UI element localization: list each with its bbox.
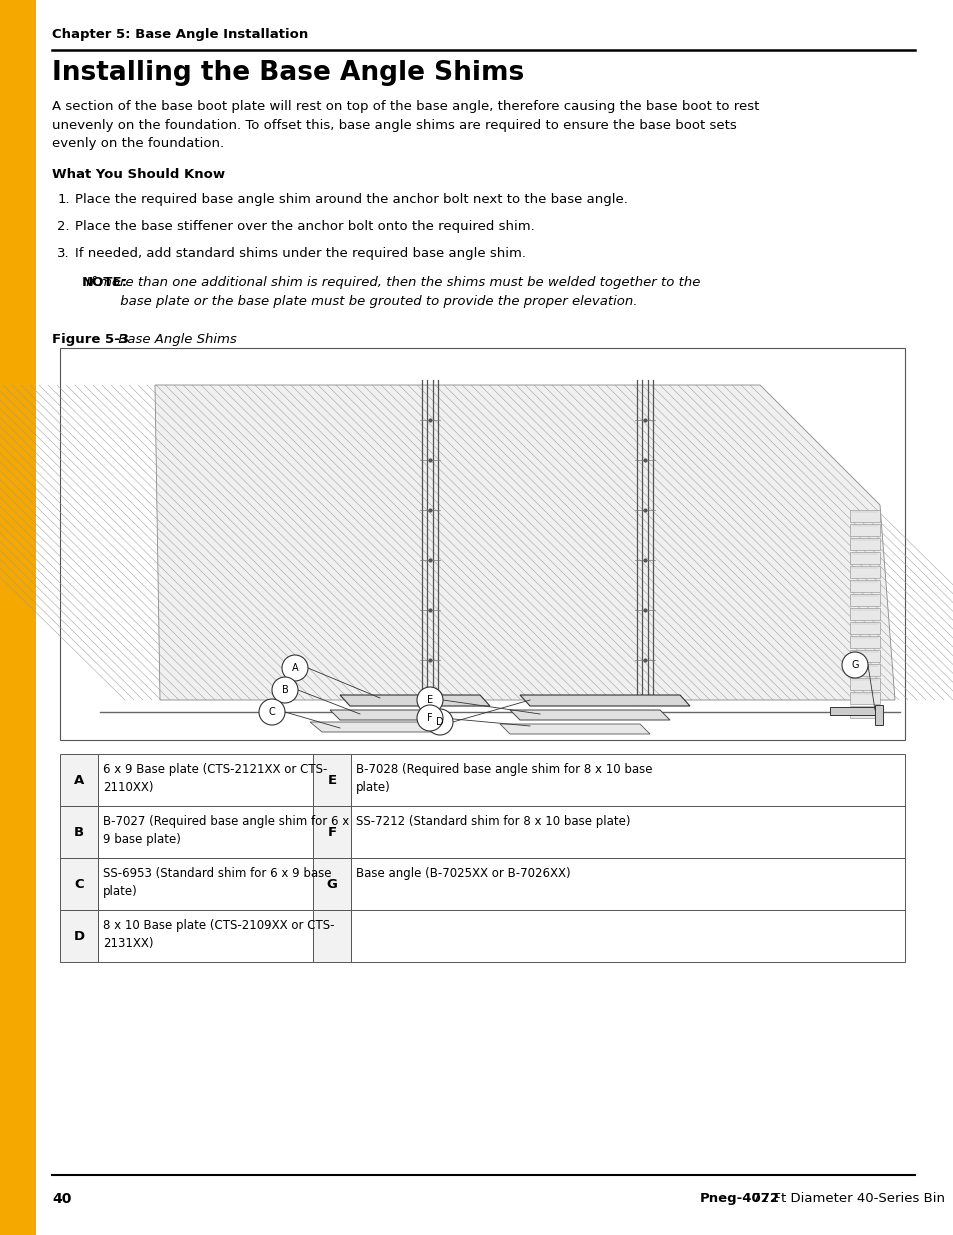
Text: 2.: 2. — [57, 220, 70, 233]
Bar — [849, 580, 879, 592]
Text: E: E — [427, 695, 433, 705]
Polygon shape — [330, 710, 450, 720]
Text: Chapter 5: Base Angle Installation: Chapter 5: Base Angle Installation — [52, 28, 308, 41]
Bar — [849, 510, 879, 522]
Bar — [849, 706, 879, 718]
Bar — [849, 622, 879, 634]
Text: If more than one additional shim is required, then the shims must be welded toge: If more than one additional shim is requ… — [82, 275, 700, 308]
Bar — [849, 608, 879, 620]
Bar — [0, 0, 36, 1235]
Polygon shape — [510, 710, 669, 720]
Bar — [351, 806, 904, 858]
Text: B: B — [74, 825, 84, 839]
Text: F: F — [327, 825, 336, 839]
Bar — [98, 755, 313, 806]
Text: D: D — [436, 718, 443, 727]
Bar — [849, 636, 879, 648]
Bar — [849, 552, 879, 564]
Text: A section of the base boot plate will rest on top of the base angle, therefore c: A section of the base boot plate will re… — [52, 100, 759, 149]
Text: A: A — [73, 773, 84, 787]
Text: SS-7212 (Standard shim for 8 x 10 base plate): SS-7212 (Standard shim for 8 x 10 base p… — [355, 815, 630, 827]
Text: 72 Ft Diameter 40-Series Bin: 72 Ft Diameter 40-Series Bin — [747, 1192, 944, 1205]
Bar — [313, 858, 351, 910]
Text: NOTE:: NOTE: — [82, 275, 128, 289]
Text: C: C — [269, 706, 275, 718]
Text: B-7028 (Required base angle shim for 8 x 10 base
plate): B-7028 (Required base angle shim for 8 x… — [355, 763, 652, 794]
Text: If needed, add standard shims under the required base angle shim.: If needed, add standard shims under the … — [75, 247, 525, 261]
Text: Place the base stiffener over the anchor bolt onto the required shim.: Place the base stiffener over the anchor… — [75, 220, 535, 233]
Bar — [60, 910, 98, 962]
Bar — [849, 538, 879, 550]
Bar — [60, 348, 904, 740]
Text: D: D — [73, 930, 85, 942]
Bar — [313, 806, 351, 858]
Text: SS-6953 (Standard shim for 6 x 9 base
plate): SS-6953 (Standard shim for 6 x 9 base pl… — [103, 867, 331, 898]
Circle shape — [258, 699, 285, 725]
Bar — [98, 806, 313, 858]
Text: G: G — [850, 659, 858, 671]
Bar — [98, 910, 313, 962]
Polygon shape — [339, 695, 490, 706]
Text: B: B — [281, 685, 288, 695]
Text: What You Should Know: What You Should Know — [52, 168, 225, 182]
Bar — [60, 755, 98, 806]
Bar — [98, 858, 313, 910]
Text: E: E — [327, 773, 336, 787]
Bar — [849, 524, 879, 536]
Bar — [849, 678, 879, 690]
Circle shape — [427, 709, 453, 735]
Text: Pneg-4072: Pneg-4072 — [700, 1192, 780, 1205]
Text: Figure 5-3: Figure 5-3 — [52, 333, 129, 346]
Text: 40: 40 — [52, 1192, 71, 1207]
Polygon shape — [154, 385, 894, 700]
Text: F: F — [427, 713, 433, 722]
Circle shape — [841, 652, 867, 678]
Text: 3.: 3. — [57, 247, 70, 261]
Text: Place the required base angle shim around the anchor bolt next to the base angle: Place the required base angle shim aroun… — [75, 193, 627, 206]
Text: Base angle (B-7025XX or B-7026XX): Base angle (B-7025XX or B-7026XX) — [355, 867, 570, 881]
Bar — [313, 910, 351, 962]
Bar — [849, 650, 879, 662]
Bar — [849, 664, 879, 676]
Text: B-7027 (Required base angle shim for 6 x
9 base plate): B-7027 (Required base angle shim for 6 x… — [103, 815, 349, 846]
Polygon shape — [519, 695, 689, 706]
Text: C: C — [74, 878, 84, 890]
Bar — [874, 705, 882, 725]
Bar — [829, 706, 879, 715]
Bar — [60, 858, 98, 910]
Circle shape — [282, 655, 308, 680]
Bar — [849, 692, 879, 704]
Circle shape — [272, 677, 297, 703]
Text: Installing the Base Angle Shims: Installing the Base Angle Shims — [52, 61, 524, 86]
Bar — [60, 806, 98, 858]
Text: Base Angle Shims: Base Angle Shims — [113, 333, 236, 346]
Text: 6 x 9 Base plate (CTS-2121XX or CTS-
2110XX): 6 x 9 Base plate (CTS-2121XX or CTS- 211… — [103, 763, 327, 794]
Bar — [351, 910, 904, 962]
Text: 1.: 1. — [57, 193, 70, 206]
Bar — [849, 566, 879, 578]
Bar — [313, 755, 351, 806]
Circle shape — [416, 705, 442, 731]
Polygon shape — [310, 722, 432, 732]
Polygon shape — [499, 724, 649, 734]
Bar — [351, 858, 904, 910]
Bar — [849, 594, 879, 606]
Text: G: G — [326, 878, 337, 890]
Bar — [351, 755, 904, 806]
Text: 8 x 10 Base plate (CTS-2109XX or CTS-
2131XX): 8 x 10 Base plate (CTS-2109XX or CTS- 21… — [103, 919, 335, 950]
Circle shape — [416, 687, 442, 713]
Text: A: A — [292, 663, 298, 673]
